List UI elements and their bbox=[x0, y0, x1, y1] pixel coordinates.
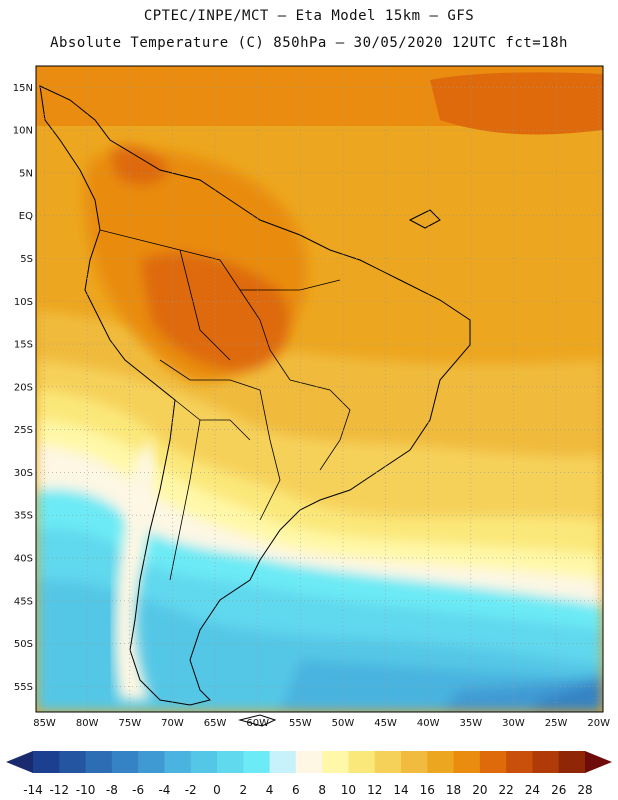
lon-label: 25W bbox=[545, 718, 568, 729]
colorbar-label: 2 bbox=[239, 783, 247, 797]
colorbar-segments bbox=[33, 751, 586, 773]
colorbar-segment bbox=[59, 751, 87, 773]
lon-label: 80W bbox=[76, 718, 99, 729]
lon-label: 60W bbox=[246, 718, 269, 729]
colorbar-segment bbox=[348, 751, 376, 773]
lat-label: 55S bbox=[14, 682, 33, 693]
colorbar-segment bbox=[217, 751, 244, 773]
colorbar-segment bbox=[453, 751, 481, 773]
colorbar-label: 6 bbox=[292, 783, 300, 797]
colorbar-label: -4 bbox=[158, 783, 170, 797]
colorbar-segment bbox=[401, 751, 428, 773]
lat-label: 25S bbox=[14, 425, 33, 436]
colorbar-segment bbox=[243, 751, 271, 773]
colorbar-label: -10 bbox=[76, 783, 96, 797]
colorbar-label: 18 bbox=[446, 783, 461, 797]
colorbar-segment bbox=[190, 751, 218, 773]
lat-label: 5S bbox=[20, 254, 33, 265]
colorbar-label: 16 bbox=[420, 783, 435, 797]
title-line-2: Absolute Temperature (C) 850hPa – 30/05/… bbox=[50, 35, 568, 51]
colorbar: -14 -12 -10 -8 -6 -4 -2 0 2 4 6 8 10 12 14 16 18 20 22 24 26… bbox=[6, 751, 612, 797]
colorbar-segment bbox=[295, 751, 323, 773]
colorbar-label: 8 bbox=[318, 783, 326, 797]
colorbar-label: 4 bbox=[266, 783, 274, 797]
lon-label: 50W bbox=[332, 718, 355, 729]
colorbar-segment bbox=[374, 751, 402, 773]
latitude-labels: 15N 10N 5N EQ 5S 10S 15S 20S 25S 30S 35S 40S 45S 50S 5… bbox=[13, 83, 33, 693]
longitude-labels: 85W 80W 75W 70W 65W 60W 55W 50W 45W 40W 35W 30W 25W 2… bbox=[33, 718, 610, 729]
colorbar-segment bbox=[506, 751, 533, 773]
colorbar-segment bbox=[138, 751, 165, 773]
colorbar-segment bbox=[532, 751, 560, 773]
colorbar-label: 0 bbox=[213, 783, 221, 797]
colorbar-segment bbox=[164, 751, 192, 773]
colorbar-labels: -14 -12 -10 -8 -6 -4 -2 0 2 4 6 8 10 12 14 16 18 20 22 24 26… bbox=[23, 783, 592, 797]
colorbar-label: 10 bbox=[341, 783, 356, 797]
colorbar-segment bbox=[33, 751, 60, 773]
colorbar-label: -8 bbox=[106, 783, 118, 797]
lat-lon-grid bbox=[36, 66, 603, 712]
lat-label: 40S bbox=[14, 553, 33, 564]
colorbar-label: -12 bbox=[49, 783, 69, 797]
colorbar-max-arrow bbox=[585, 751, 612, 773]
lon-label: 65W bbox=[204, 718, 227, 729]
colorbar-label: 14 bbox=[393, 783, 408, 797]
lon-label: 45W bbox=[374, 718, 397, 729]
lat-label: 5N bbox=[19, 168, 33, 179]
colorbar-segment bbox=[322, 751, 349, 773]
coastline bbox=[39, 85, 471, 727]
lat-label: 20S bbox=[14, 382, 33, 393]
lon-label: 30W bbox=[502, 718, 525, 729]
map-frame bbox=[35, 65, 604, 713]
country-borders bbox=[99, 229, 351, 581]
temperature-field bbox=[36, 66, 603, 712]
title-line-1: CPTEC/INPE/MCT – Eta Model 15km – GFS bbox=[143, 8, 475, 24]
colorbar-label: 22 bbox=[499, 783, 514, 797]
colorbar-segment bbox=[85, 751, 113, 773]
lat-label: 45S bbox=[14, 596, 33, 607]
lon-label: 20W bbox=[587, 718, 610, 729]
colorbar-segment bbox=[558, 751, 586, 773]
lat-label: 10S bbox=[14, 297, 33, 308]
colorbar-label: 12 bbox=[367, 783, 382, 797]
colorbar-label: -2 bbox=[185, 783, 197, 797]
colorbar-label: -14 bbox=[23, 783, 43, 797]
lat-label: 50S bbox=[14, 639, 33, 650]
colorbar-segment bbox=[427, 751, 455, 773]
colorbar-label: 24 bbox=[525, 783, 540, 797]
colorbar-label: 20 bbox=[472, 783, 487, 797]
lon-label: 85W bbox=[33, 718, 56, 729]
lat-label: 15N bbox=[13, 83, 33, 94]
lon-label: 35W bbox=[460, 718, 483, 729]
colorbar-label: 28 bbox=[577, 783, 592, 797]
lat-label: 10N bbox=[13, 126, 33, 137]
lon-label: 70W bbox=[161, 718, 184, 729]
lon-label: 75W bbox=[118, 718, 141, 729]
lat-label: EQ bbox=[19, 211, 33, 222]
lat-label: 30S bbox=[14, 468, 33, 479]
colorbar-label: -6 bbox=[132, 783, 144, 797]
colorbar-segment bbox=[111, 751, 139, 773]
lon-label: 40W bbox=[417, 718, 440, 729]
lat-label: 15S bbox=[14, 340, 33, 351]
lon-label: 55W bbox=[289, 718, 312, 729]
colorbar-min-arrow bbox=[6, 751, 33, 773]
temperature-map: 15N 10N 5N EQ 5S 10S 15S 20S 25S 30S 35S 40S 45S 50S 5… bbox=[13, 65, 610, 729]
colorbar-segment bbox=[269, 751, 297, 773]
lat-label: 35S bbox=[14, 511, 33, 522]
colorbar-label: 26 bbox=[551, 783, 566, 797]
colorbar-segment bbox=[479, 751, 507, 773]
